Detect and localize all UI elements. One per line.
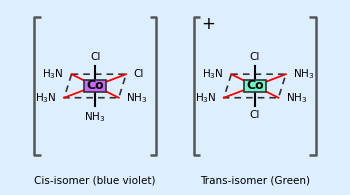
Text: Co: Co	[86, 80, 104, 92]
Text: H$_3$N: H$_3$N	[35, 91, 56, 105]
Text: +: +	[201, 15, 215, 34]
Text: Trans-isomer (Green): Trans-isomer (Green)	[200, 175, 310, 185]
FancyBboxPatch shape	[84, 80, 106, 92]
Text: NH$_3$: NH$_3$	[294, 67, 315, 81]
Text: NH$_3$: NH$_3$	[126, 91, 148, 105]
Text: Cl: Cl	[250, 110, 260, 120]
Text: H$_3$N: H$_3$N	[195, 91, 216, 105]
Text: Co: Co	[246, 80, 264, 92]
Text: Cis-isomer (blue violet): Cis-isomer (blue violet)	[34, 175, 156, 185]
Text: Cl: Cl	[90, 52, 100, 62]
Text: Cl: Cl	[134, 69, 144, 79]
Text: H$_3$N: H$_3$N	[42, 67, 64, 81]
Text: NH$_3$: NH$_3$	[84, 110, 106, 124]
Text: H$_3$N: H$_3$N	[202, 67, 224, 81]
FancyBboxPatch shape	[244, 80, 266, 92]
Text: Cl: Cl	[250, 52, 260, 62]
Text: NH$_3$: NH$_3$	[286, 91, 307, 105]
